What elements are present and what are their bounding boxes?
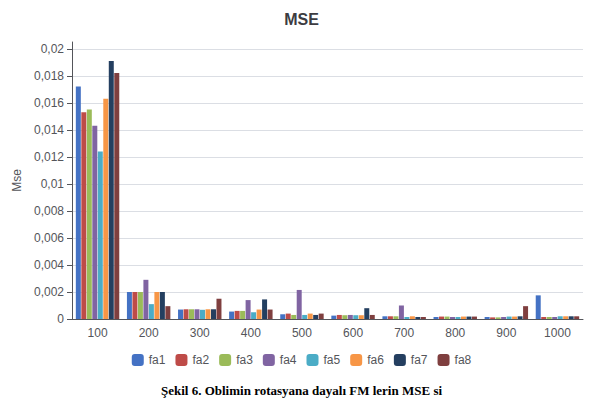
svg-text:100: 100 [88,326,108,340]
svg-text:0,014: 0,014 [34,123,64,137]
svg-text:0,016: 0,016 [34,96,64,110]
svg-text:900: 900 [496,326,516,340]
svg-text:1000: 1000 [544,326,571,340]
svg-text:0,02: 0,02 [41,42,65,56]
svg-text:MSE: MSE [284,11,319,28]
svg-text:fa2: fa2 [192,353,209,367]
svg-text:fa8: fa8 [455,353,472,367]
svg-text:600: 600 [343,326,363,340]
svg-text:0: 0 [57,312,64,326]
svg-text:fa3: fa3 [236,353,253,367]
svg-text:500: 500 [292,326,312,340]
svg-text:0,018: 0,018 [34,69,64,83]
svg-text:200: 200 [139,326,159,340]
svg-text:0,006: 0,006 [34,231,64,245]
svg-text:fa1: fa1 [149,353,166,367]
svg-text:0,004: 0,004 [34,258,64,272]
svg-text:fa4: fa4 [280,353,297,367]
svg-text:300: 300 [190,326,210,340]
svg-text:0,012: 0,012 [34,150,64,164]
svg-text:400: 400 [241,326,261,340]
svg-text:800: 800 [445,326,465,340]
svg-text:fa5: fa5 [324,353,341,367]
svg-text:0,008: 0,008 [34,204,64,218]
svg-text:Şekil 6. Oblimin rotasyana day: Şekil 6. Oblimin rotasyana dayalı FM ler… [161,383,442,398]
svg-text:0,01: 0,01 [41,177,65,191]
svg-text:0,002: 0,002 [34,285,64,299]
svg-text:fa7: fa7 [411,353,428,367]
svg-text:700: 700 [394,326,414,340]
svg-text:Mse: Mse [10,169,24,192]
svg-text:fa6: fa6 [367,353,384,367]
